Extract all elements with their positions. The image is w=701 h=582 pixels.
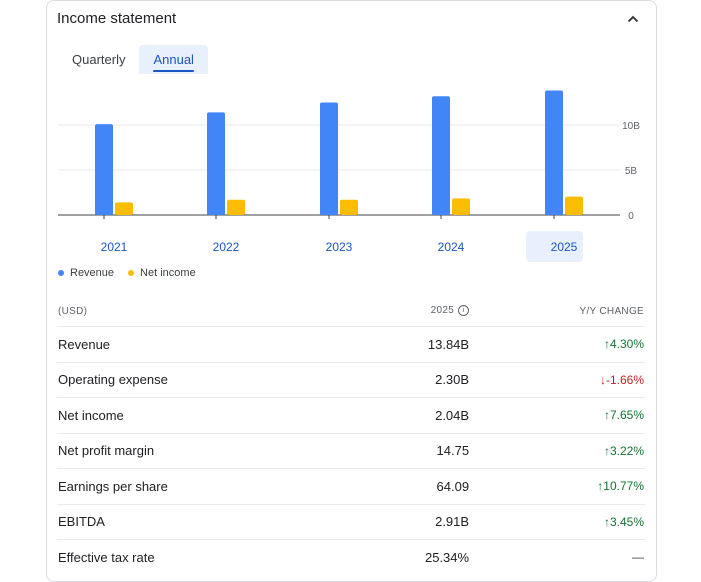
legend-revenue: Revenue <box>58 267 114 279</box>
revenue-bar <box>320 102 338 215</box>
table-row: Earnings per share 64.09 ↑10.77% <box>57 468 645 504</box>
financials-table: (USD) 2025 i Y/Y CHANGE Revenue 13.84B ↑4.3… <box>57 296 645 575</box>
revenue-bar <box>207 112 225 215</box>
year-header-label: 2025 <box>430 305 455 317</box>
y-tick-label: 5B <box>625 166 638 177</box>
tab-quarterly[interactable]: Quarterly <box>72 52 126 67</box>
x-tick-label: 2025 <box>551 240 578 254</box>
metric-label: Operating expense <box>57 361 347 398</box>
table-row: EBITDA 2.91B ↑3.45% <box>57 503 645 540</box>
period-tabs: Quarterly Annual <box>58 45 208 74</box>
x-tick-label: 2022 <box>213 240 240 254</box>
table-row: Net profit margin 14.75 ↑3.22% <box>57 432 645 469</box>
net-income-bar <box>340 199 358 215</box>
metric-value: 2.30B <box>346 361 474 398</box>
legend-net-income: Net income <box>128 267 196 279</box>
legend-revenue-label: Revenue <box>70 267 115 279</box>
chart-legend: Revenue Net income <box>58 267 196 279</box>
metric-label: Earnings per share <box>57 468 347 504</box>
table-row: Operating expense 2.30B ↓-1.66% <box>57 361 645 398</box>
metric-label: Net income <box>57 397 347 433</box>
selected-year-highlight <box>526 231 583 262</box>
x-tick-label: 2021 <box>101 240 128 254</box>
metric-change: ↑3.22% <box>473 432 645 469</box>
net-income-bar <box>565 196 583 215</box>
net-income-dot-icon <box>128 270 135 276</box>
table-header-row: (USD) 2025 i Y/Y CHANGE <box>57 296 645 327</box>
table-row: Revenue 13.84B ↑4.30% <box>57 326 645 362</box>
currency-header: (USD) <box>58 305 88 317</box>
metric-change: ↑10.77% <box>473 468 645 504</box>
metric-value: 2.91B <box>346 503 474 540</box>
x-tick-label: 2023 <box>326 240 353 254</box>
metric-value: 2.04B <box>346 397 474 433</box>
metric-change: — <box>473 539 645 575</box>
metric-value: 25.34% <box>346 539 474 575</box>
net-income-bar <box>227 199 245 215</box>
income-bar-chart: 0 5B 10B 2021 2022 2023 2024 2025 <box>58 90 640 262</box>
metric-change: ↑7.65% <box>473 397 645 433</box>
metric-value: 13.84B <box>346 326 474 362</box>
section-title: Income statement <box>57 10 177 27</box>
info-icon[interactable]: i <box>458 305 470 317</box>
y-tick-label: 10B <box>622 121 640 132</box>
revenue-bar <box>545 90 563 215</box>
metric-value: 64.09 <box>346 468 474 504</box>
net-income-bar <box>115 202 133 215</box>
metric-label: Effective tax rate <box>57 539 347 575</box>
year-header: 2025 i <box>346 296 473 327</box>
metric-label: Revenue <box>57 326 347 362</box>
tab-annual[interactable]: Annual <box>139 45 208 74</box>
table-row: Net income 2.04B ↑7.65% <box>57 397 645 433</box>
x-tick-label: 2024 <box>438 240 465 254</box>
metric-label: Net profit margin <box>57 432 347 469</box>
y-tick-label: 0 <box>628 211 634 222</box>
net-income-bar <box>452 198 470 215</box>
revenue-dot-icon <box>58 270 64 276</box>
metric-change: ↓-1.66% <box>473 361 645 398</box>
change-header: Y/Y CHANGE <box>579 305 644 317</box>
revenue-bar <box>432 96 450 215</box>
metric-change: ↑3.45% <box>473 503 645 540</box>
revenue-bar <box>95 124 113 215</box>
chevron-up-icon[interactable] <box>624 10 642 28</box>
metric-label: EBITDA <box>57 503 347 540</box>
metric-value: 14.75 <box>346 432 474 469</box>
table-row: Effective tax rate 25.34% — <box>57 539 645 575</box>
metric-change: ↑4.30% <box>473 326 645 362</box>
legend-net-income-label: Net income <box>140 267 196 279</box>
